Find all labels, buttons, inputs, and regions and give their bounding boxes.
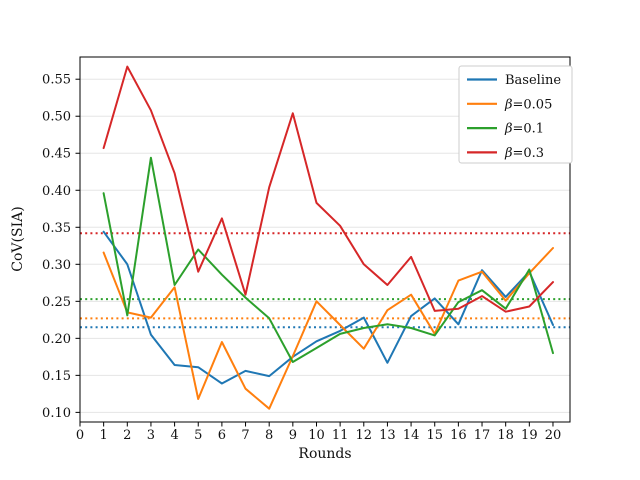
y-tick-label: 0.20 [42, 332, 71, 347]
y-axis-label: CoV(SIA) [10, 206, 26, 271]
legend-label: Baseline [505, 73, 561, 88]
x-tick-label: 5 [194, 428, 202, 443]
y-tick-label: 0.40 [42, 184, 71, 199]
x-tick-label: 16 [450, 428, 467, 443]
x-tick-label: 20 [545, 428, 562, 443]
x-tick-label: 19 [521, 428, 538, 443]
x-tick-label: 2 [123, 428, 131, 443]
legend-label: β=0.1 [504, 122, 544, 137]
y-tick-label: 0.25 [42, 295, 71, 310]
legend: Baseline β=0.05 β=0.1 β=0.3 [458, 65, 573, 164]
legend-label: β=0.3 [504, 146, 544, 161]
x-tick-label: 15 [426, 428, 443, 443]
series-line [102, 230, 554, 385]
x-tick-label: 7 [241, 428, 249, 443]
x-tick-label: 17 [474, 428, 491, 443]
y-tick-label: 0.55 [42, 73, 71, 88]
x-axis-label: Rounds [298, 446, 351, 462]
x-tick-label: 8 [265, 428, 273, 443]
x-tick-label: 12 [356, 428, 373, 443]
x-tick-label: 4 [170, 428, 178, 443]
mean-dotted-lines [80, 232, 570, 329]
y-tick-label: 0.10 [42, 406, 71, 421]
series-line [102, 247, 554, 410]
y-tick-label: 0.50 [42, 110, 71, 125]
x-tick-label: 3 [147, 428, 155, 443]
data-series-lines [102, 65, 554, 410]
x-tick-label: 18 [497, 428, 514, 443]
y-tick-label: 0.15 [42, 369, 71, 384]
x-tick-label: 10 [308, 428, 325, 443]
axes-spines [79, 56, 571, 423]
x-tick-label: 6 [218, 428, 226, 443]
x-tick-label: 1 [100, 428, 108, 443]
x-tick-label: 13 [379, 428, 396, 443]
series-line [102, 65, 554, 313]
y-tick-label: 0.30 [42, 258, 71, 273]
legend-box [458, 65, 573, 164]
plot-box [79, 56, 571, 423]
x-tick-label: 14 [403, 428, 420, 443]
legend-label: β=0.05 [504, 97, 552, 112]
axis-ticks: 0 1 2 3 4 5 6 7 8 9 10 11 12 13 14 15 16 17 18 19 200.100.15… [42, 73, 561, 443]
x-tick-label: 9 [289, 428, 297, 443]
x-tick-label: 11 [332, 428, 349, 443]
series-line [102, 156, 554, 363]
y-tick-label: 0.45 [42, 147, 71, 162]
x-tick-label: 0 [76, 428, 84, 443]
y-tick-label: 0.35 [42, 221, 71, 236]
